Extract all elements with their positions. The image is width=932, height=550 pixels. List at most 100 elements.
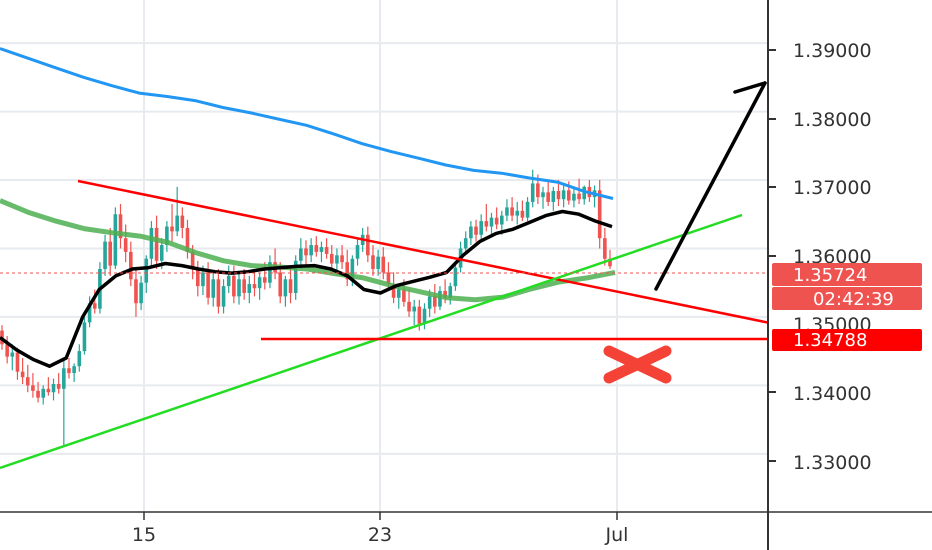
candle-body	[108, 241, 113, 266]
horizontal-grid	[0, 42, 768, 455]
candle-body	[329, 253, 334, 264]
candle-body	[149, 227, 154, 259]
candle-body	[10, 352, 15, 357]
candle-body	[546, 192, 550, 202]
candle-body	[417, 306, 422, 324]
candle-body	[530, 183, 535, 202]
candle-body	[41, 388, 46, 398]
candle-body	[5, 344, 9, 357]
candle-body	[412, 306, 417, 312]
candle-body	[293, 260, 298, 293]
candle-body	[195, 269, 200, 287]
candle-body	[366, 234, 370, 256]
candle-body	[144, 258, 149, 283]
candle-body	[402, 289, 406, 302]
candle-body	[51, 384, 56, 393]
candle-body	[216, 279, 221, 307]
candle-body	[520, 210, 525, 218]
candle-body	[422, 308, 427, 324]
countdown-tag: 02:42:39	[772, 287, 922, 310]
candle-body	[572, 193, 576, 201]
candle-body	[474, 226, 478, 235]
candle-body	[226, 275, 231, 287]
candle-body	[608, 258, 612, 267]
candle-body	[247, 284, 252, 293]
candle-body	[309, 245, 313, 256]
candle-body	[190, 251, 195, 270]
candle-body	[566, 190, 571, 201]
x-tick-label: 23	[368, 524, 392, 546]
candle-body	[407, 301, 411, 312]
candle-body	[536, 183, 540, 198]
candles	[0, 169, 612, 446]
candle-body	[242, 279, 246, 293]
candle-body	[381, 256, 386, 273]
candle-body	[185, 227, 190, 252]
candle-body	[551, 190, 556, 202]
candle-body	[113, 214, 118, 266]
candle-body	[87, 303, 92, 323]
candle-body	[396, 289, 401, 298]
candle-body	[345, 262, 350, 280]
candle-body	[469, 226, 473, 239]
y-axis-ticks	[768, 49, 776, 462]
candle-body	[103, 241, 107, 270]
y-axis-labels: 1.39000 1.38000 1.37000 1.36000 1.35000 …	[793, 40, 872, 474]
candle-body	[510, 207, 514, 216]
candle-body	[355, 245, 360, 259]
candle-body	[386, 272, 391, 285]
candle-body	[257, 277, 262, 289]
candle-body	[118, 214, 123, 239]
ma-slow-line	[0, 47, 614, 200]
candle-body	[603, 238, 607, 259]
candle-body	[211, 279, 216, 298]
candle-body	[25, 377, 30, 386]
candle-body	[129, 251, 133, 280]
candle-body	[262, 277, 267, 283]
y-tick-label: 1.34000	[793, 383, 872, 405]
x-axis-labels: 15 23 Jul	[132, 524, 629, 546]
candle-body	[15, 352, 20, 372]
candle-body	[525, 201, 530, 218]
candle-body	[448, 286, 453, 298]
candle-body	[438, 290, 442, 307]
candle-body	[283, 279, 288, 297]
candle-body	[597, 190, 602, 239]
candle-body	[453, 267, 458, 287]
candle-body	[77, 351, 82, 367]
candle-body	[556, 190, 561, 200]
candle-body	[304, 248, 308, 256]
y-tick-label: 1.37000	[793, 177, 872, 199]
resistance-trendline	[77, 179, 771, 325]
candle-body	[515, 210, 520, 216]
candle-body	[72, 366, 76, 374]
candle-body	[340, 255, 344, 263]
candle-body	[175, 215, 179, 232]
candle-body	[582, 186, 587, 200]
candle-body	[479, 221, 483, 235]
candle-body	[541, 192, 545, 198]
candle-body	[489, 217, 494, 227]
candle-body	[319, 247, 324, 252]
candle-body	[561, 190, 566, 200]
candle-body	[139, 282, 143, 304]
candle-body	[36, 390, 40, 398]
x-tick-label: 15	[132, 524, 156, 546]
ma-fast-line	[0, 209, 613, 368]
candle-body	[324, 247, 329, 254]
y-tick-label: 1.39000	[793, 40, 872, 62]
x-tick-label: Jul	[605, 524, 629, 546]
candle-body	[505, 207, 509, 216]
y-tick-label: 1.38000	[793, 109, 872, 131]
x-axis-ticks	[143, 512, 618, 520]
candle-body	[159, 245, 164, 261]
candle-body	[92, 303, 97, 309]
candle-body	[443, 290, 447, 298]
candle-body	[278, 272, 283, 297]
grid	[143, 0, 618, 512]
candle-body	[46, 388, 51, 393]
candle-body	[154, 227, 159, 261]
candle-body	[314, 245, 319, 252]
candle-body	[180, 215, 185, 228]
